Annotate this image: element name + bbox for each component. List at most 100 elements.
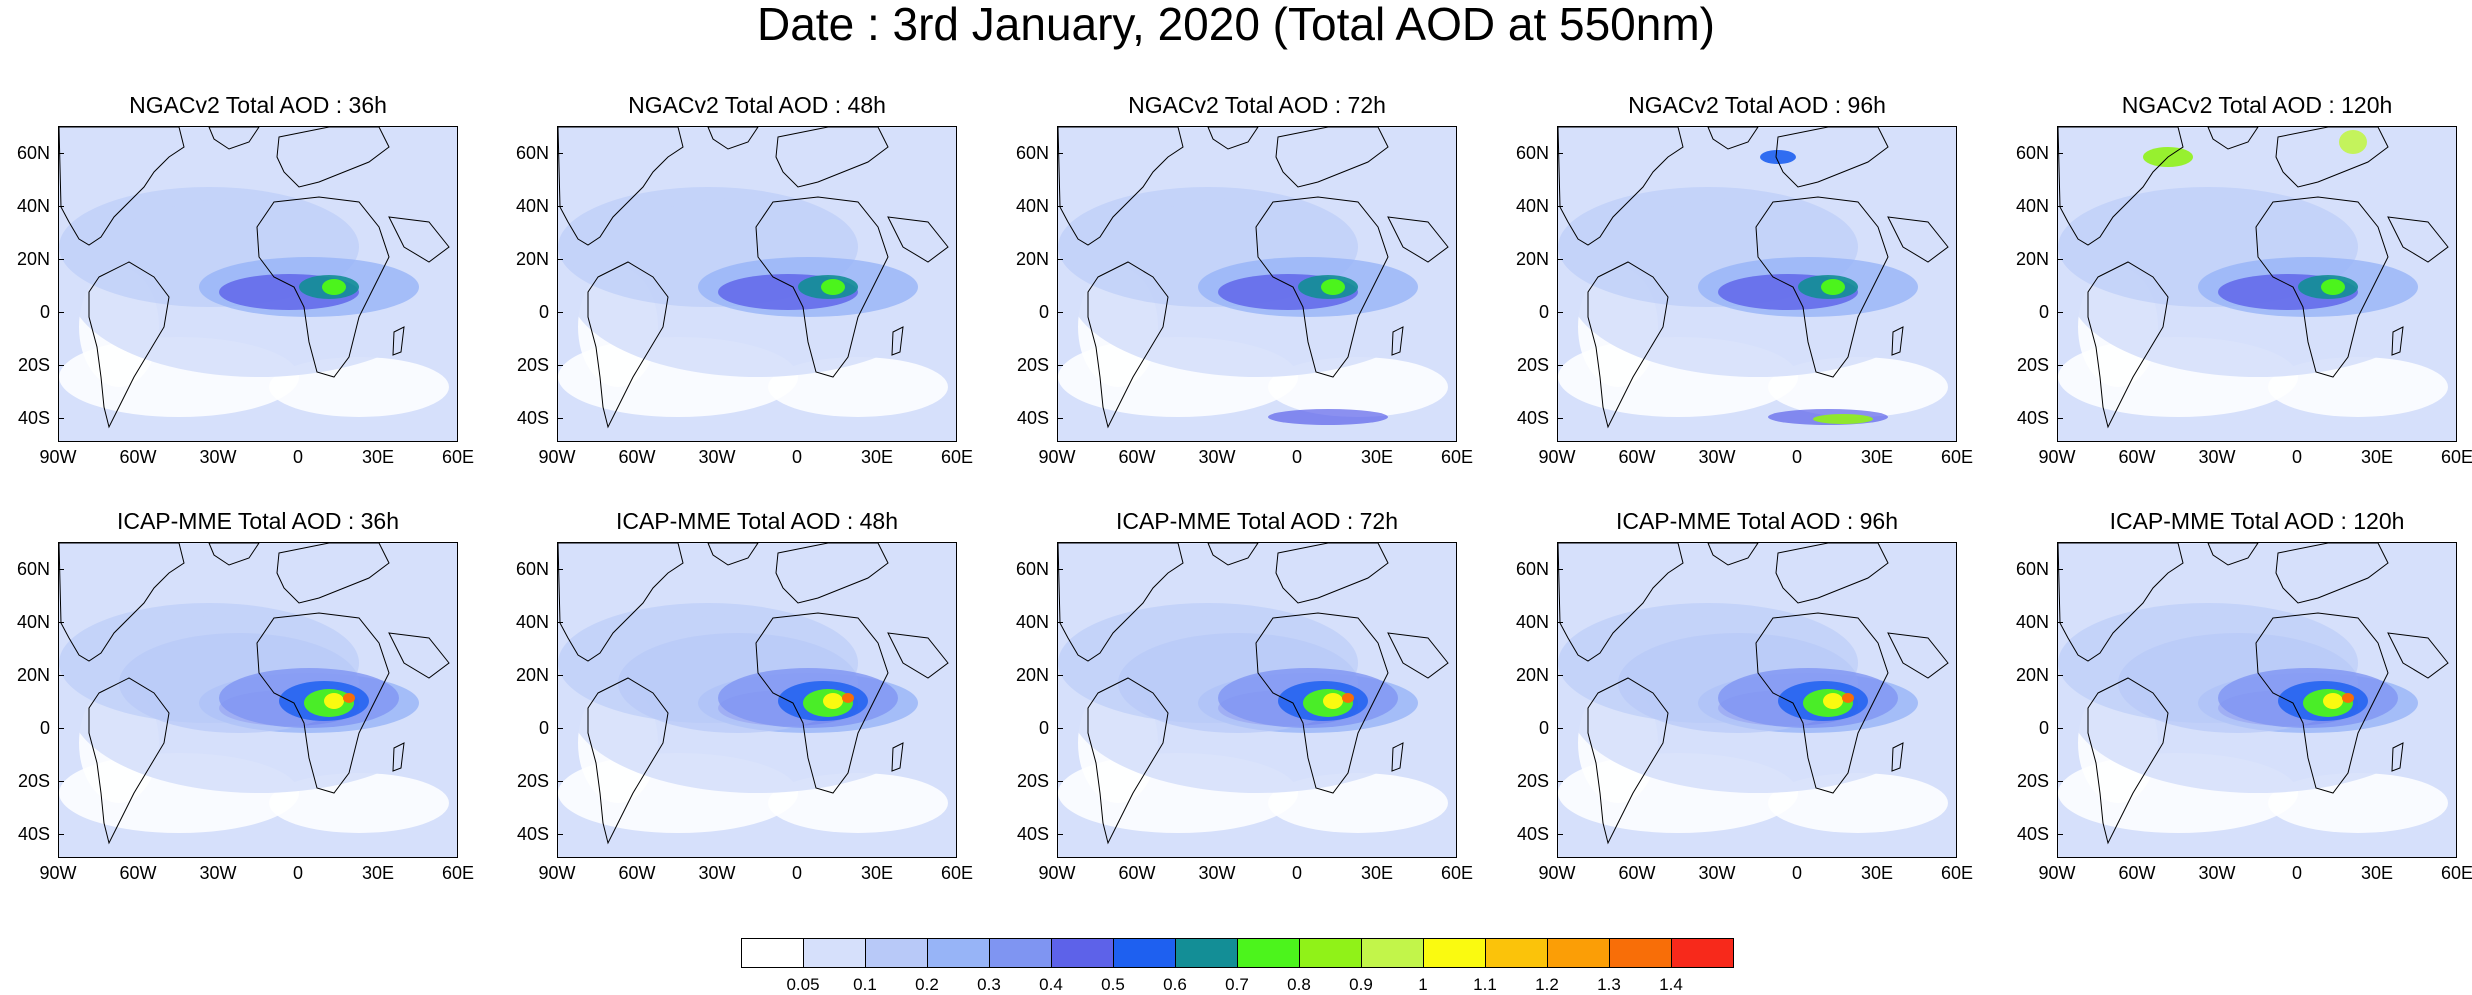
lat-tick-label: 40N	[2015, 196, 2049, 216]
coastline	[1887, 216, 1949, 263]
coastline	[208, 127, 260, 150]
aod-field	[2058, 543, 2456, 857]
lon-tick-label: 30E	[2360, 447, 2394, 467]
aerosol-plume	[2339, 130, 2367, 154]
lon-tick-label: 30W	[1698, 863, 1736, 883]
lat-tick-mark	[557, 365, 563, 366]
lat-tick-mark	[1557, 259, 1563, 260]
lat-tick-mark	[557, 781, 563, 782]
aerosol-plume	[1842, 693, 1854, 703]
lat-tick-label: 60N	[1515, 559, 1549, 579]
panel-title: NGACv2 Total AOD : 120h	[2121, 92, 2393, 118]
lon-tick-label: 0	[1291, 447, 1302, 467]
aerosol-plume	[1821, 279, 1845, 295]
coastline	[1087, 261, 1169, 429]
panel-title: ICAP-MME Total AOD : 120h	[2109, 508, 2405, 534]
map-panel: NGACv2 Total AOD : 120h 60N 40N 20N 0 20S 40S 9…	[2016, 92, 2472, 466]
lon-tick-label: 30E	[1860, 447, 1894, 467]
aod-field	[1558, 127, 1956, 441]
coastline	[1255, 612, 1389, 794]
lat-tick-mark	[1057, 259, 1063, 260]
lat-tick-label: 40N	[515, 612, 549, 632]
panel-title: NGACv2 Total AOD : 48h	[628, 92, 886, 118]
lat-tick-label: 20N	[515, 249, 549, 269]
lat-tick-label: 0	[538, 302, 549, 322]
lat-tick-label: 20N	[1015, 665, 1049, 685]
panel-title: NGACv2 Total AOD : 96h	[1628, 92, 1886, 118]
lat-tick-label: 40N	[2015, 612, 2049, 632]
lat-tick-mark	[2057, 781, 2063, 782]
lat-tick-mark	[1557, 622, 1563, 623]
coastline	[707, 543, 759, 566]
lat-tick-mark	[58, 365, 64, 366]
lat-tick-label: 20S	[2016, 771, 2049, 791]
lat-tick-label: 0	[2038, 718, 2049, 738]
lat-tick-label: 20N	[2015, 249, 2049, 269]
coastline	[755, 196, 889, 378]
lon-tick-label: 90W	[2038, 447, 2076, 467]
lat-tick-label: 20S	[17, 771, 50, 791]
aerosol-plume	[2323, 693, 2343, 709]
lon-tick-label: 60W	[1618, 863, 1656, 883]
panel-title: ICAP-MME Total AOD : 36h	[116, 508, 400, 534]
colorbar-label: 0.2	[915, 975, 939, 994]
panel-title: NGACv2 Total AOD : 36h	[129, 92, 387, 118]
lon-tick-label: 90W	[1038, 863, 1076, 883]
lon-tick-label: 60E	[2440, 863, 2472, 883]
coastline	[208, 543, 260, 566]
lon-tick-label: 30E	[361, 863, 395, 883]
coastline	[88, 261, 170, 429]
aerosol-plume	[1268, 409, 1388, 425]
coastline	[1255, 196, 1389, 378]
lat-tick-label: 40S	[1516, 408, 1549, 428]
coastline	[59, 127, 185, 246]
lat-tick-mark	[1557, 418, 1563, 419]
panel-title: ICAP-MME Total AOD : 72h	[1115, 508, 1399, 534]
lon-tick-label: 30W	[2198, 447, 2236, 467]
coastline	[2275, 543, 2389, 604]
lat-tick-label: 60N	[1015, 559, 1049, 579]
coastline	[2255, 612, 2389, 794]
aerosol-plume	[823, 693, 843, 709]
coastline	[587, 677, 669, 845]
lat-tick-mark	[58, 312, 64, 313]
lat-tick-mark	[1557, 153, 1563, 154]
map-panel: NGACv2 Total AOD : 36h 60N 40N 20N 0 20S 40S 90…	[17, 92, 474, 466]
lon-tick-label: 30W	[698, 863, 736, 883]
colorbar-swatch	[1423, 938, 1486, 968]
colorbar-label: 0.8	[1287, 975, 1311, 994]
colorbar-swatch	[1175, 938, 1238, 968]
colorbar-swatch	[1547, 938, 1610, 968]
lat-tick-label: 60N	[16, 559, 50, 579]
lon-tick-label: 60W	[1618, 447, 1656, 467]
map-panel: ICAP-MME Total AOD : 36h 60N 40N 20N 0 20S 40S…	[17, 508, 474, 882]
lat-tick-label: 0	[1538, 718, 1549, 738]
colorbar-swatch	[1609, 938, 1672, 968]
map-panel: ICAP-MME Total AOD : 96h 60N 40N 20N 0 20S 40S…	[1516, 508, 1973, 882]
lat-tick-mark	[58, 675, 64, 676]
colorbar-swatch	[1237, 938, 1300, 968]
lat-tick-mark	[1557, 206, 1563, 207]
lat-tick-label: 60N	[1515, 143, 1549, 163]
coastline	[755, 612, 889, 794]
coastline	[59, 543, 185, 662]
lon-tick-label: 60W	[2118, 447, 2156, 467]
lat-tick-label: 60N	[515, 559, 549, 579]
aod-map	[2057, 126, 2457, 442]
lon-tick-label: 30W	[1698, 447, 1736, 467]
lat-tick-label: 0	[1038, 302, 1049, 322]
coastline	[775, 127, 889, 188]
lon-tick-label: 90W	[2038, 863, 2076, 883]
colorbar-swatch	[989, 938, 1052, 968]
lat-tick-mark	[2057, 153, 2063, 154]
coastline	[2058, 543, 2184, 662]
colorbar-label: 1.2	[1535, 975, 1559, 994]
panel-title: NGACv2 Total AOD : 72h	[1128, 92, 1386, 118]
lat-tick-label: 40N	[1015, 196, 1049, 216]
lat-tick-mark	[1057, 365, 1063, 366]
lat-tick-mark	[58, 728, 64, 729]
lon-tick-label: 0	[791, 863, 802, 883]
coastline	[2391, 742, 2404, 772]
lat-tick-label: 0	[2038, 302, 2049, 322]
lon-tick-label: 0	[1791, 863, 1802, 883]
